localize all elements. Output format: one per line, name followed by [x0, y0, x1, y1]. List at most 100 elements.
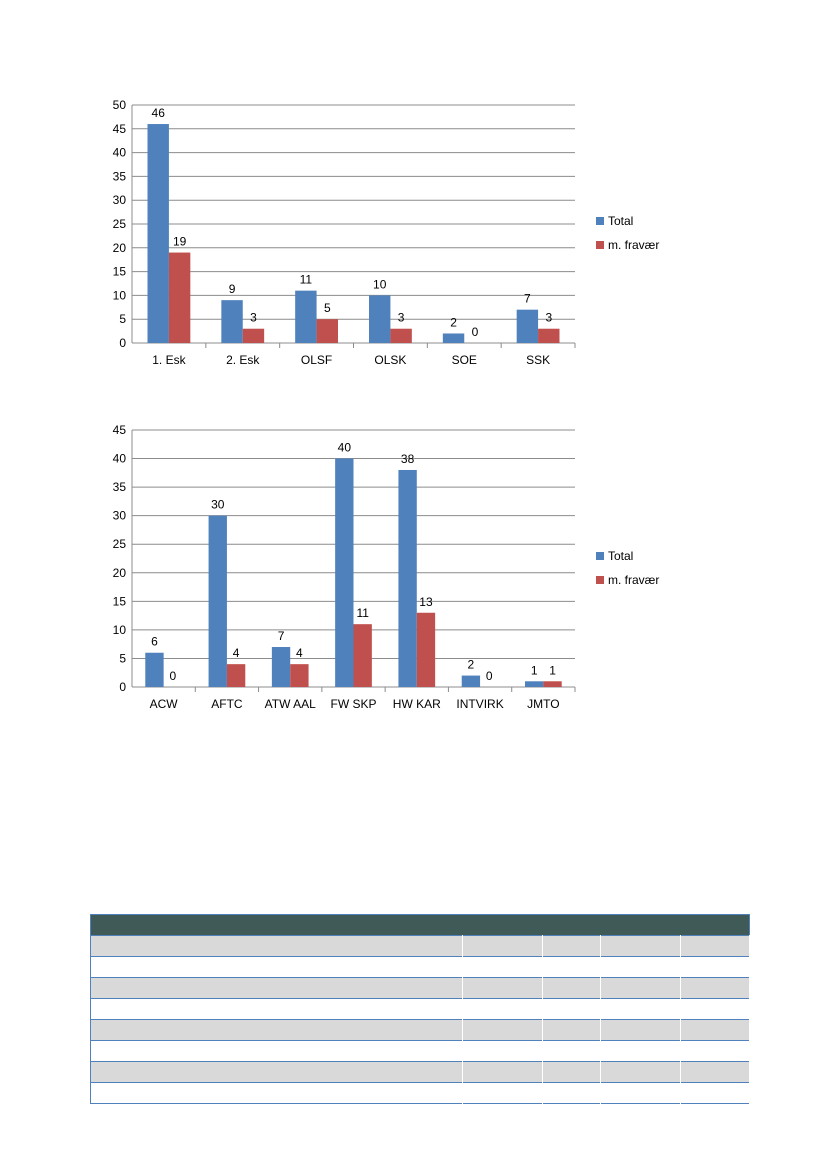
data-label: 3 [250, 311, 257, 325]
table-cell [600, 977, 681, 999]
x-tick-label: JMTO [527, 697, 559, 711]
bar-total [145, 652, 164, 687]
data-label: 19 [173, 235, 187, 249]
table-cell [462, 935, 543, 957]
x-tick-label: 2. Esk [226, 353, 260, 367]
bar-absence [316, 319, 338, 343]
table-cell [680, 956, 750, 978]
y-tick-label: 30 [113, 509, 127, 523]
table-header-row [90, 914, 750, 936]
table-cell [90, 935, 463, 957]
data-label: 11 [300, 273, 313, 287]
bar-absence [290, 664, 309, 687]
x-tick-label: FW SKP [330, 697, 376, 711]
table-cell [462, 956, 543, 978]
y-tick-label: 40 [113, 146, 127, 160]
table-cell [542, 956, 601, 978]
table-row [90, 998, 750, 1020]
legend-label: Total [608, 549, 633, 563]
bar-total [398, 469, 417, 687]
x-tick-label: 1. Esk [152, 353, 186, 367]
table-header-cell [680, 914, 750, 936]
data-label: 38 [401, 452, 415, 466]
data-label: 1 [531, 663, 538, 677]
legend-swatch [596, 241, 604, 249]
data-label: 30 [211, 498, 225, 512]
table-header-cell [600, 914, 681, 936]
table-header-cell [462, 914, 543, 936]
legend-swatch [596, 576, 604, 584]
table-cell [90, 1019, 463, 1041]
table-cell [680, 977, 750, 999]
x-tick-label: INTVIRK [456, 697, 503, 711]
y-tick-label: 40 [113, 452, 127, 466]
data-label: 6 [151, 635, 158, 649]
table-cell [90, 1061, 463, 1083]
bar-total [208, 515, 227, 687]
table-cell [542, 1061, 601, 1083]
bar-total [221, 300, 243, 343]
table-cell [462, 977, 543, 999]
bar-absence [416, 612, 436, 687]
x-tick-label: OLSF [301, 353, 332, 367]
legend-swatch [596, 552, 604, 560]
bar-total [516, 309, 539, 343]
table-cell [462, 1061, 543, 1083]
data-label: 2 [468, 658, 475, 672]
legend-label: Total [608, 214, 633, 228]
table-cell [680, 1061, 750, 1083]
table-cell [90, 1040, 463, 1062]
table-cell [600, 1040, 681, 1062]
bar-total [525, 681, 544, 687]
y-tick-label: 20 [113, 241, 127, 255]
data-label: 7 [278, 629, 285, 643]
chart-1: 0 5 10 15 20 25 30 35 40 45 50 1. Esk 46 19 2. Esk 9 3 OL… [0, 90, 827, 380]
bar-total [335, 458, 354, 687]
table-cell [90, 1082, 463, 1104]
bar-absence [226, 664, 246, 687]
data-label: 5 [324, 301, 331, 315]
bar-absence [168, 252, 191, 343]
table-header-cell [542, 914, 601, 936]
table-cell [542, 1040, 601, 1062]
y-tick-label: 15 [113, 594, 127, 608]
y-tick-label: 35 [113, 169, 127, 183]
bar-total [442, 333, 465, 343]
table-cell [462, 1040, 543, 1062]
y-tick-label: 45 [113, 122, 127, 136]
x-tick-label: OLSK [374, 353, 406, 367]
table-row [90, 1019, 750, 1041]
legend-label: m. fravær [608, 573, 659, 587]
table-cell [600, 956, 681, 978]
table-cell [600, 1019, 681, 1041]
bar-absence [543, 681, 562, 687]
bar-absence [390, 328, 412, 343]
y-tick-label: 10 [113, 288, 127, 302]
y-tick-label: 30 [113, 193, 127, 207]
y-tick-label: 45 [113, 423, 127, 437]
table-cell [680, 935, 750, 957]
data-label: 2 [450, 315, 457, 329]
y-tick-label: 0 [119, 680, 126, 694]
y-tick-label: 5 [119, 312, 126, 326]
table-cell [542, 998, 601, 1020]
table-header [90, 914, 750, 936]
bar-total [461, 675, 481, 687]
y-tick-label: 15 [113, 265, 127, 279]
y-tick-label: 0 [119, 336, 126, 350]
data-label: 11 [356, 606, 369, 620]
data-label: 7 [524, 292, 531, 306]
x-tick-label: AFTC [211, 697, 243, 711]
table-cell [542, 935, 601, 957]
data-label: 0 [169, 669, 176, 683]
table-row [90, 956, 750, 978]
table-cell [680, 998, 750, 1020]
x-tick-label: SSK [526, 353, 550, 367]
table-row [90, 935, 750, 957]
bar-total [147, 124, 169, 343]
bar-total [295, 290, 317, 343]
data-label: 0 [486, 669, 493, 683]
x-tick-label: SOE [452, 353, 477, 367]
table-cell [680, 1082, 750, 1104]
